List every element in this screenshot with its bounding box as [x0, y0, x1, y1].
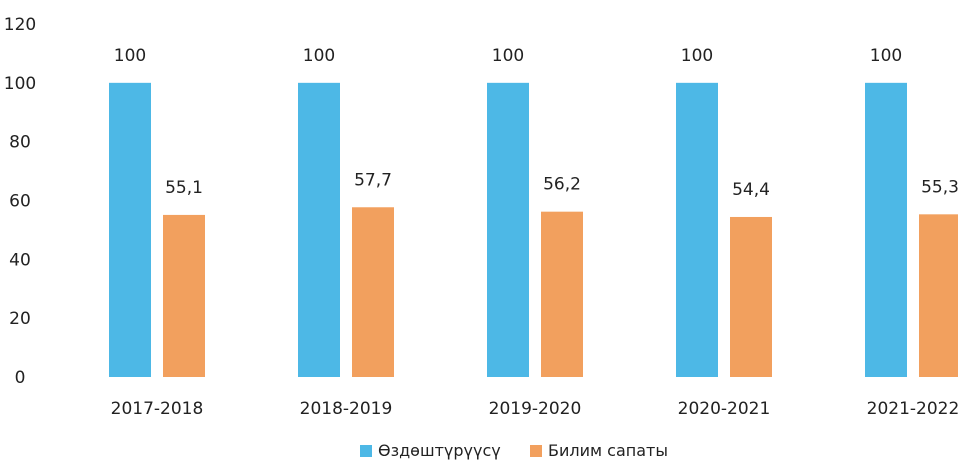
y-tick-label: 20: [9, 309, 31, 329]
y-tick-label: 80: [9, 133, 31, 153]
x-tick-label: 2017-2018: [111, 399, 204, 419]
data-label: 57,7: [354, 170, 392, 190]
legend: Өздөштүрүүсү Билим сапаты: [360, 441, 668, 460]
bar-series1-2019-2020: [487, 82, 529, 377]
x-tick-label: 2020-2021: [678, 399, 771, 419]
data-labels: 100 100 100 100 100 55,1 57,7 56,2 54,4 55,3: [114, 46, 958, 200]
x-tick-label: 2021-2022: [867, 399, 958, 419]
x-tick-label: 2019-2020: [489, 399, 582, 419]
data-label: 100: [114, 46, 146, 66]
bar-series1-2021-2022: [865, 82, 907, 377]
bar-series2-2019-2020: [541, 211, 583, 377]
data-label: 55,3: [921, 177, 958, 197]
data-label: 54,4: [732, 180, 770, 200]
bar-series2-2021-2022: [919, 214, 958, 377]
y-tick-label: 40: [9, 250, 31, 270]
y-tick-label: 0: [15, 368, 26, 388]
data-label: 56,2: [543, 175, 581, 195]
x-axis: 2017-2018 2018-2019 2019-2020 2020-2021 2021…: [111, 399, 958, 419]
data-label: 100: [681, 46, 713, 66]
data-label: 55,1: [165, 178, 203, 198]
data-label: 100: [492, 46, 524, 66]
y-tick-label: 60: [9, 192, 31, 212]
bar-series1-2018-2019: [298, 82, 340, 377]
x-tick-label: 2018-2019: [300, 399, 393, 419]
legend-swatch: [530, 445, 542, 457]
data-label: 100: [870, 46, 902, 66]
data-label: 100: [303, 46, 335, 66]
y-tick-label: 120: [4, 15, 36, 35]
bar-series1-2020-2021: [676, 82, 718, 377]
bar-series2-2017-2018: [163, 214, 205, 377]
bars: [109, 82, 958, 377]
bar-series2-2020-2021: [730, 216, 772, 377]
y-axis: 0 20 40 60 80 100 120: [4, 15, 36, 388]
bar-series2-2018-2019: [352, 207, 394, 377]
legend-label: Өздөштүрүүсү: [378, 441, 501, 460]
bar-series1-2017-2018: [109, 82, 151, 377]
legend-swatch: [360, 445, 372, 457]
legend-label: Билим сапаты: [548, 441, 668, 460]
y-tick-label: 100: [4, 74, 36, 94]
